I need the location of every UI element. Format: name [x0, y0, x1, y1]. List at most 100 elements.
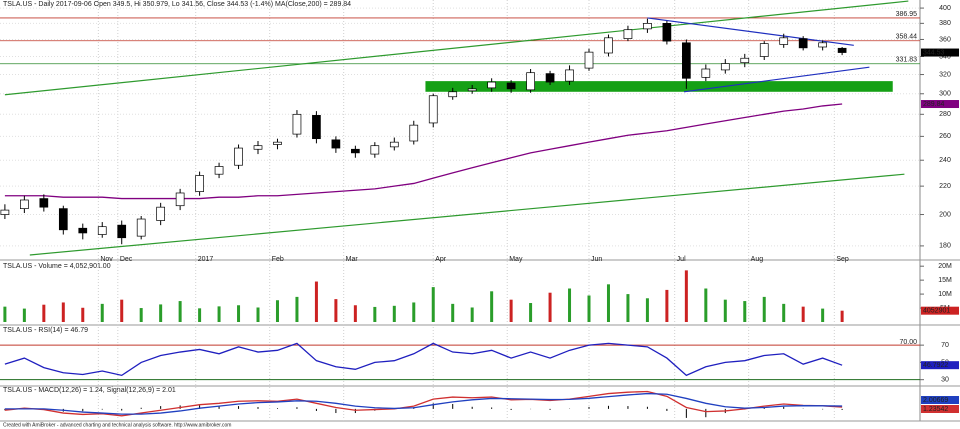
candle-body — [526, 72, 535, 91]
candle-body — [487, 81, 497, 89]
x-tick-label: Feb — [272, 256, 284, 263]
candle-body — [682, 42, 691, 79]
volume-bar — [412, 302, 416, 322]
volume-bar — [392, 305, 396, 322]
candle-body — [331, 139, 341, 149]
candle-body — [643, 23, 652, 30]
y-tick-label: 380 — [939, 20, 951, 27]
volume-bar — [178, 301, 182, 322]
candle-body — [0, 209, 10, 215]
candle-body — [506, 82, 516, 90]
volume-bar — [743, 301, 747, 322]
y-tick-label: 180 — [939, 243, 951, 250]
volume-bar — [159, 304, 163, 322]
candle-body — [720, 63, 730, 71]
volume-bar — [42, 304, 46, 322]
macd-title: TSLA.US - MACD(12,26) = 1.24, Signal(12,… — [3, 387, 176, 394]
candle-body — [195, 175, 204, 192]
y-tick-label: 300 — [939, 91, 951, 98]
candle-body — [662, 23, 672, 42]
x-tick-label: 2017 — [198, 256, 214, 263]
macd-line — [4, 392, 843, 415]
trendline — [4, 0, 909, 96]
price-level-label: 331.83 — [896, 57, 918, 64]
volume-bar — [762, 296, 766, 322]
volume-bar — [490, 291, 494, 322]
y-tick-label: 320 — [939, 71, 951, 78]
rsi-tick-label: 70 — [941, 342, 949, 349]
candle-body — [584, 51, 594, 69]
trendline — [647, 17, 854, 46]
macd-box — [921, 405, 959, 413]
support-zone — [425, 81, 893, 92]
candle-body — [740, 57, 750, 64]
candle-body — [234, 147, 243, 166]
volume-bar — [314, 281, 318, 322]
candle-body — [312, 115, 321, 140]
candle-body — [351, 148, 360, 154]
volume-bar — [120, 299, 124, 322]
x-tick-label: Apr — [435, 256, 447, 263]
candle-body — [273, 141, 282, 145]
rsi-line — [4, 342, 843, 377]
volume-bar — [217, 306, 221, 322]
rsi-box — [921, 361, 959, 370]
volume-bar — [782, 303, 786, 322]
volume-bar — [684, 270, 688, 322]
candle-body — [370, 145, 380, 155]
volume-bar — [353, 305, 357, 322]
volume-bar — [840, 310, 844, 322]
y-tick-label: 360 — [939, 36, 951, 43]
volume-bar — [548, 292, 552, 322]
x-tick-label: Nov — [100, 256, 113, 263]
candle-body — [409, 124, 419, 142]
volume-bar — [626, 294, 630, 322]
candle-body — [798, 38, 808, 49]
candle-body — [818, 42, 827, 48]
candle-body — [759, 43, 769, 57]
y-tick-label: 400 — [939, 5, 951, 12]
candle-body — [58, 208, 68, 231]
x-tick-label: Aug — [751, 256, 764, 263]
candle-body — [837, 47, 847, 53]
volume-bar — [81, 307, 85, 322]
x-tick-label: Jul — [677, 256, 686, 263]
macd-line — [4, 390, 843, 417]
x-tick-label: May — [509, 256, 523, 263]
volume-bar — [237, 305, 241, 322]
trendline — [683, 66, 870, 93]
candle-body — [136, 218, 146, 237]
y-tick-label: 240 — [939, 157, 951, 164]
volume-bar — [100, 303, 104, 322]
x-tick-label: Sep — [836, 256, 849, 263]
y-tick-label: 260 — [939, 133, 951, 140]
volume-bar — [334, 299, 338, 322]
candle-body — [175, 192, 185, 207]
rsi-label: 46.7922 — [923, 362, 948, 369]
x-tick-label: Mar — [346, 256, 359, 263]
volume-bar — [22, 308, 26, 322]
volume-bar — [3, 306, 7, 322]
volume-bar — [470, 307, 474, 322]
volume-tick-label: 10M — [938, 291, 952, 298]
volume-bar — [529, 303, 533, 322]
candle-body — [117, 224, 127, 239]
volume-bar — [509, 299, 513, 322]
candle-body — [545, 73, 555, 83]
volume-bar — [723, 299, 727, 322]
y-tick-label: 200 — [939, 211, 951, 218]
candle-body — [20, 199, 29, 209]
volume-bar — [606, 284, 610, 322]
volume-box — [921, 306, 959, 315]
candle-body — [292, 113, 302, 135]
y-tick-label: 280 — [939, 111, 951, 118]
volume-bar — [645, 298, 649, 322]
candle-body — [448, 91, 458, 98]
moving-average — [4, 103, 843, 200]
x-tick-label: Dec — [120, 256, 133, 263]
y-tick-label: 220 — [939, 183, 951, 190]
candle-body — [779, 37, 789, 45]
volume-bar — [373, 306, 377, 322]
volume-bar — [801, 306, 805, 322]
